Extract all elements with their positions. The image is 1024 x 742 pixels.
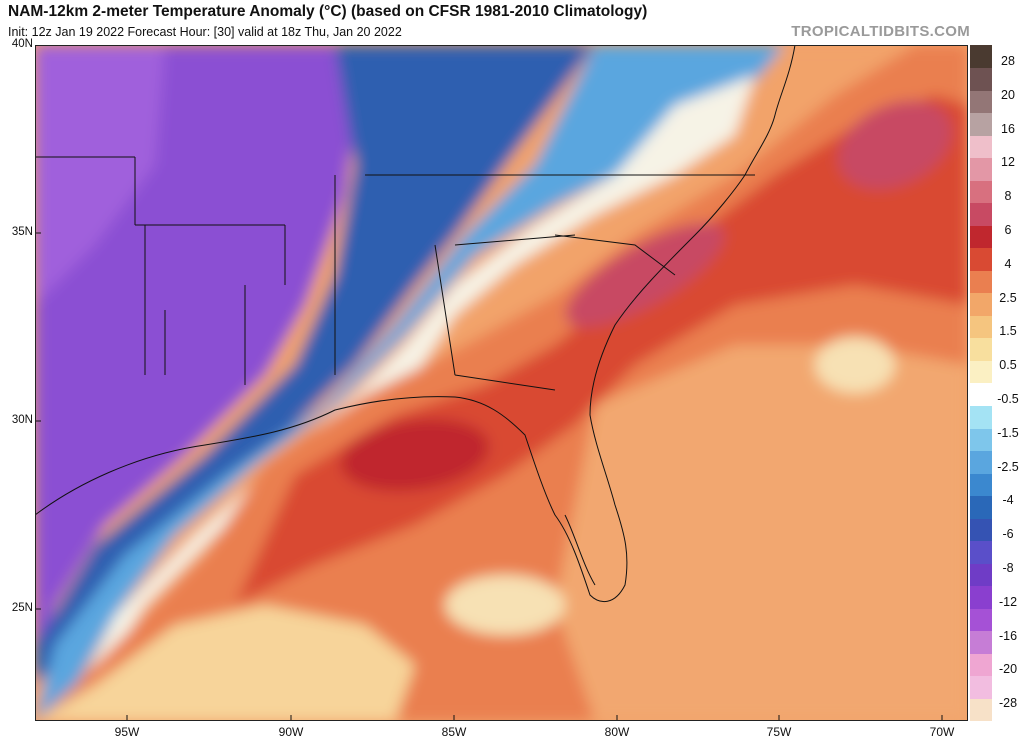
- colorbar-label: 28: [1001, 53, 1015, 68]
- colorbar-cell: [970, 495, 992, 519]
- chart-subtitle: Init: 12z Jan 19 2022 Forecast Hour: [30…: [8, 25, 402, 39]
- colorbar-label: -16: [998, 628, 1018, 643]
- lon-label-70w: 70W: [929, 725, 955, 739]
- colorbar-label: 6: [1004, 222, 1012, 237]
- colorbar-cell: [970, 383, 992, 407]
- colorbar-label: -8: [1002, 560, 1014, 575]
- colorbar-cell: [970, 450, 992, 474]
- colorbar-label: 1.5: [999, 324, 1017, 339]
- colorbar-cell: [970, 405, 992, 429]
- colorbar-cell: [970, 675, 992, 699]
- colorbar-cell: [970, 135, 992, 159]
- colorbar-cell: [970, 428, 992, 452]
- colorbar-label: -4: [1002, 493, 1014, 508]
- chart-title: NAM-12km 2-meter Temperature Anomaly (°C…: [8, 3, 648, 20]
- lon-label-85w: 85W: [441, 725, 467, 739]
- colorbar-cell: [970, 630, 992, 654]
- colorbar-cell: [970, 90, 992, 114]
- map-frame: [35, 45, 968, 721]
- colorbar-label: -20: [998, 662, 1018, 677]
- colorbar-cell: [970, 360, 992, 384]
- colorbar-cell: [970, 270, 992, 294]
- lon-label-80w: 80W: [604, 725, 630, 739]
- colorbar-label: 2.5: [999, 290, 1017, 305]
- anomaly-field: [35, 45, 968, 721]
- colorbar-cell: [970, 292, 992, 316]
- colorbar-cell: [970, 202, 992, 226]
- colorbar-label: -0.5: [997, 391, 1019, 406]
- anomaly-map: [35, 45, 968, 721]
- lat-label-25n: 25N: [11, 602, 33, 614]
- colorbar-label: 12: [1001, 155, 1015, 170]
- lon-label-95w: 95W: [114, 725, 140, 739]
- colorbar-label: -6: [1002, 527, 1014, 542]
- lon-label-90w: 90W: [278, 725, 304, 739]
- colorbar-cell: [970, 585, 992, 609]
- colorbar-label: 4: [1004, 256, 1012, 271]
- colorbar-label: 16: [1001, 121, 1015, 136]
- colorbar-cell: [970, 247, 992, 271]
- colorbar-cell: [970, 45, 992, 69]
- lat-label-35n: 35N: [11, 226, 33, 238]
- colorbar-cell: [970, 473, 992, 497]
- colorbar-cell: [970, 180, 992, 204]
- lat-label-30n: 30N: [11, 414, 33, 426]
- colorbar-label: -2.5: [997, 459, 1019, 474]
- colorbar-cell: [970, 225, 992, 249]
- coastlines: [35, 45, 796, 603]
- colorbar-label: 20: [1001, 87, 1015, 102]
- colorbar-cell: [970, 653, 992, 677]
- colorbar-label: -1.5: [997, 425, 1019, 440]
- colorbar-cell: [970, 315, 992, 339]
- colorbar-cell: [970, 157, 992, 181]
- colorbar-cell: [970, 112, 992, 136]
- colorbar-cell: [970, 563, 992, 587]
- colorbar-cell: [970, 608, 992, 632]
- lon-label-75w: 75W: [766, 725, 792, 739]
- colorbar-cell: [970, 337, 992, 361]
- map-svg: [35, 45, 968, 721]
- colorbar-label: -28: [998, 696, 1018, 711]
- colorbar-cell: [970, 518, 992, 542]
- colorbar-label: 0.5: [999, 358, 1017, 373]
- colorbar-label: 8: [1004, 189, 1012, 204]
- colorbar-label: -12: [998, 594, 1018, 609]
- colorbar-cell: [970, 67, 992, 91]
- colorbar: [970, 45, 992, 722]
- colorbar-cell: [970, 540, 992, 564]
- brand-watermark: TROPICALTIDBITS.COM: [791, 23, 970, 40]
- colorbar-cell: [970, 698, 992, 722]
- lat-label-40n: 40N: [11, 38, 33, 50]
